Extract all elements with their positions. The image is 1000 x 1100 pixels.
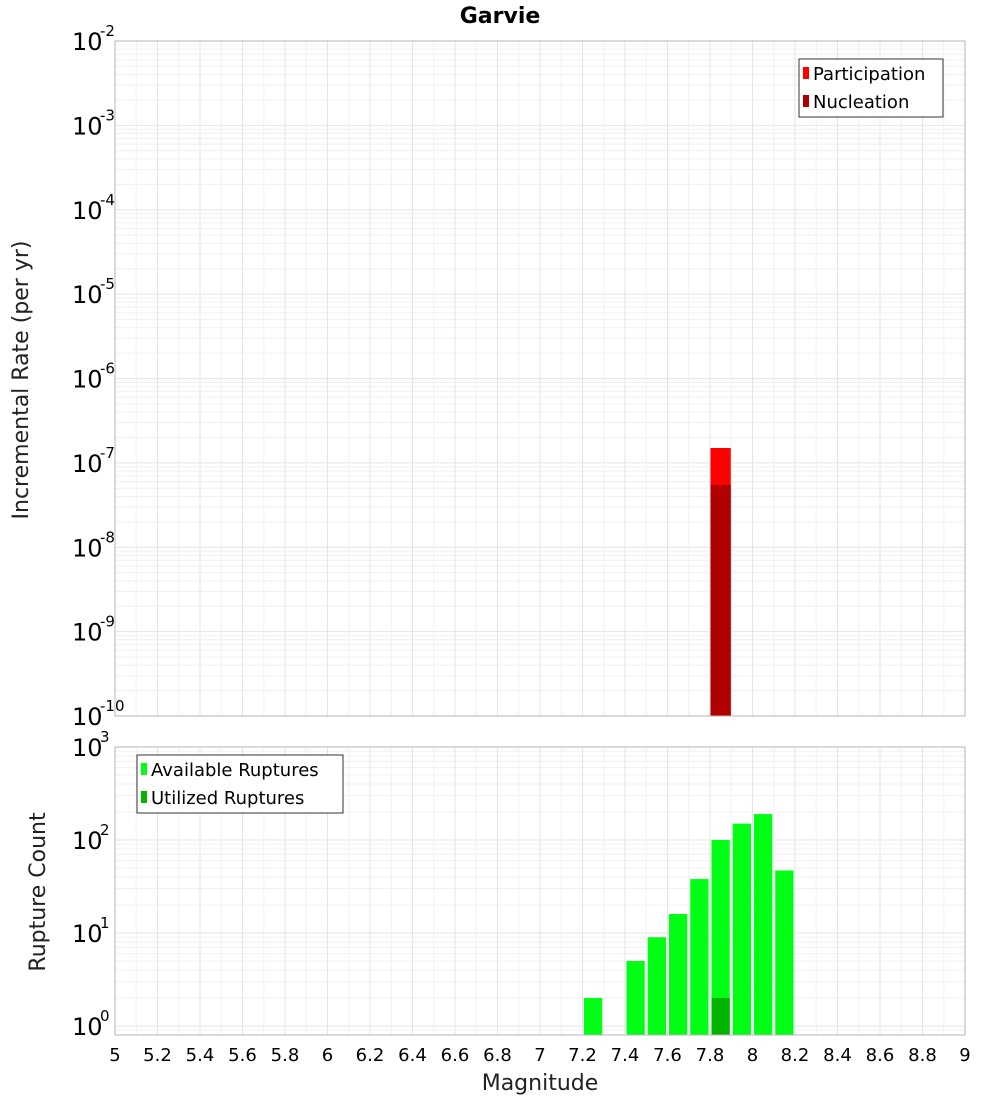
y-tick-exponent: -10 xyxy=(100,697,125,715)
y-tick-exponent: -2 xyxy=(100,22,115,40)
legend-box xyxy=(798,58,944,118)
bar-available-ruptures xyxy=(626,960,645,1035)
x-tick-label: 5 xyxy=(109,1045,120,1066)
bottom-legend: Available Ruptures Utilized Ruptures xyxy=(136,754,344,814)
bar-available-ruptures xyxy=(690,879,709,1035)
legend-box xyxy=(136,754,344,814)
top-legend: Participation Nucleation xyxy=(798,58,944,118)
y-tick-label: 10-9 xyxy=(72,613,115,647)
x-tick-label: 6.4 xyxy=(398,1045,427,1066)
y-tick-exponent: -9 xyxy=(100,613,115,631)
bar-available-ruptures xyxy=(711,839,730,1035)
y-tick-base: 10 xyxy=(72,734,103,762)
y-tick-base: 10 xyxy=(72,534,103,562)
x-tick-label: 8.8 xyxy=(908,1045,937,1066)
y-tick-exponent: 2 xyxy=(100,821,110,839)
y-tick-base: 10 xyxy=(72,197,103,225)
x-tick-label: 8.4 xyxy=(823,1045,852,1066)
top-y-axis-label: Incremental Rate (per yr) xyxy=(9,241,34,520)
y-tick-label: 101 xyxy=(72,914,110,948)
x-tick-label: 7.6 xyxy=(653,1045,682,1066)
y-tick-label: 10-5 xyxy=(72,275,115,309)
y-tick-label: 10-6 xyxy=(72,360,115,394)
x-tick-label: 6.8 xyxy=(483,1045,512,1066)
x-tick-label: 7.8 xyxy=(696,1045,725,1066)
y-tick-base: 10 xyxy=(72,28,103,56)
x-axis-label: Magnitude xyxy=(482,1071,599,1096)
y-tick-exponent: 3 xyxy=(100,728,110,746)
legend-swatch xyxy=(803,67,809,79)
bar-available-ruptures xyxy=(754,814,773,1035)
x-tick-label: 9 xyxy=(959,1045,970,1066)
legend-entry-available-ruptures: Available Ruptures xyxy=(151,760,319,781)
y-tick-base: 10 xyxy=(72,366,103,394)
legend-swatch xyxy=(141,763,147,775)
x-tick-label: 6.2 xyxy=(356,1045,385,1066)
y-tick-base: 10 xyxy=(72,827,103,855)
bar-available-ruptures xyxy=(669,914,688,1035)
y-tick-label: 10-2 xyxy=(72,22,115,56)
y-tick-base: 10 xyxy=(72,112,103,140)
bar-available-ruptures xyxy=(732,823,751,1035)
chart-title: Garvie xyxy=(460,4,541,29)
y-tick-base: 10 xyxy=(72,703,103,731)
x-axis-ticks: 5 5.2 5.4 5.6 5.8 6 6.2 6.4 6.6 6.8 7 7.2 7.4 7.6 7.8 8… xyxy=(109,1045,970,1066)
y-tick-exponent: -7 xyxy=(100,444,115,462)
x-tick-label: 6.6 xyxy=(441,1045,470,1066)
y-tick-base: 10 xyxy=(72,619,103,647)
y-tick-exponent: -6 xyxy=(100,360,115,378)
top-plot-bars xyxy=(710,448,731,716)
y-tick-exponent: -5 xyxy=(100,275,115,293)
legend-swatch xyxy=(141,791,147,803)
x-tick-label: 5.6 xyxy=(228,1045,257,1066)
bar-available-ruptures xyxy=(584,997,603,1035)
x-tick-label: 5.2 xyxy=(143,1045,172,1066)
bottom-y-axis-label: Rupture Count xyxy=(26,812,51,972)
top-plot-grid xyxy=(114,40,966,717)
x-tick-label: 8.6 xyxy=(866,1045,895,1066)
y-tick-label: 100 xyxy=(72,1007,110,1041)
bar-nucleation xyxy=(710,484,731,716)
top-plot-frame xyxy=(114,40,966,717)
bar-available-ruptures xyxy=(775,870,794,1035)
x-tick-label: 5.4 xyxy=(186,1045,215,1066)
bottom-plot-bars xyxy=(584,814,794,1035)
bar-available-ruptures xyxy=(647,937,666,1035)
legend-entry-utilized-ruptures: Utilized Ruptures xyxy=(151,788,304,809)
y-tick-label: 10-8 xyxy=(72,528,115,562)
y-tick-label: 103 xyxy=(72,728,110,762)
y-tick-exponent: -8 xyxy=(100,528,115,546)
y-tick-label: 10-4 xyxy=(72,191,115,225)
y-tick-label: 10-10 xyxy=(72,697,125,731)
y-tick-label: 10-7 xyxy=(72,444,115,478)
y-tick-base: 10 xyxy=(72,281,103,309)
y-tick-base: 10 xyxy=(72,920,103,948)
x-tick-label: 7 xyxy=(534,1045,545,1066)
x-tick-label: 5.8 xyxy=(271,1045,300,1066)
x-tick-label: 7.2 xyxy=(568,1045,597,1066)
y-tick-exponent: 1 xyxy=(100,914,110,932)
x-tick-label: 6 xyxy=(322,1045,333,1066)
y-tick-base: 10 xyxy=(72,1013,103,1041)
y-tick-exponent: -3 xyxy=(100,106,115,124)
y-tick-exponent: -4 xyxy=(100,191,115,209)
x-tick-label: 8.2 xyxy=(781,1045,810,1066)
y-tick-exponent: 0 xyxy=(100,1007,110,1025)
x-tick-label: 8 xyxy=(747,1045,758,1066)
x-tick-label: 7.4 xyxy=(611,1045,640,1066)
legend-swatch xyxy=(803,95,809,107)
y-tick-base: 10 xyxy=(72,450,103,478)
y-tick-label: 10-3 xyxy=(72,106,115,140)
legend-entry-participation: Participation xyxy=(813,64,925,85)
bottom-plot-frame xyxy=(114,746,966,1036)
legend-entry-nucleation: Nucleation xyxy=(813,92,909,113)
bar-utilized-ruptures xyxy=(711,997,730,1035)
y-tick-label: 102 xyxy=(72,821,110,855)
